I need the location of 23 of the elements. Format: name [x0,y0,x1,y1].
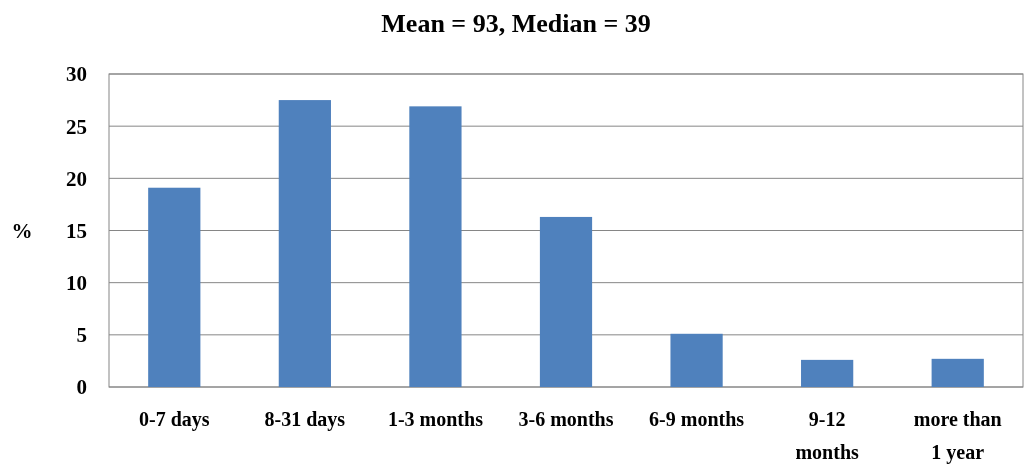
y-tick-label: 25 [66,114,87,139]
bar [931,358,984,387]
bar [409,106,462,387]
bar [278,100,331,387]
y-tick-label: 20 [66,166,87,191]
x-tick-label: more than 1 year [913,408,1002,464]
bar [670,333,723,387]
y-tick-label: 10 [66,271,87,296]
bar [539,216,593,387]
x-tick-label: 0-7 days [139,408,210,431]
y-tick-label: 15 [66,218,87,243]
x-tick-label: 8-31 days [264,408,346,431]
bar [148,187,201,387]
x-tick-label: 9-12 months [795,408,860,463]
bar [801,359,854,387]
y-tick-label: 30 [66,62,87,87]
x-tick-label: 1-3 months [387,408,484,430]
y-tick-label: 5 [76,323,87,348]
y-axis-title: % [11,218,33,243]
chart-title: Mean = 93, Median = 39 [381,9,651,38]
x-tick-label: 3-6 months [518,408,614,430]
x-tick-label: 6-9 months [649,408,745,430]
y-tick-label: 0 [76,375,87,400]
